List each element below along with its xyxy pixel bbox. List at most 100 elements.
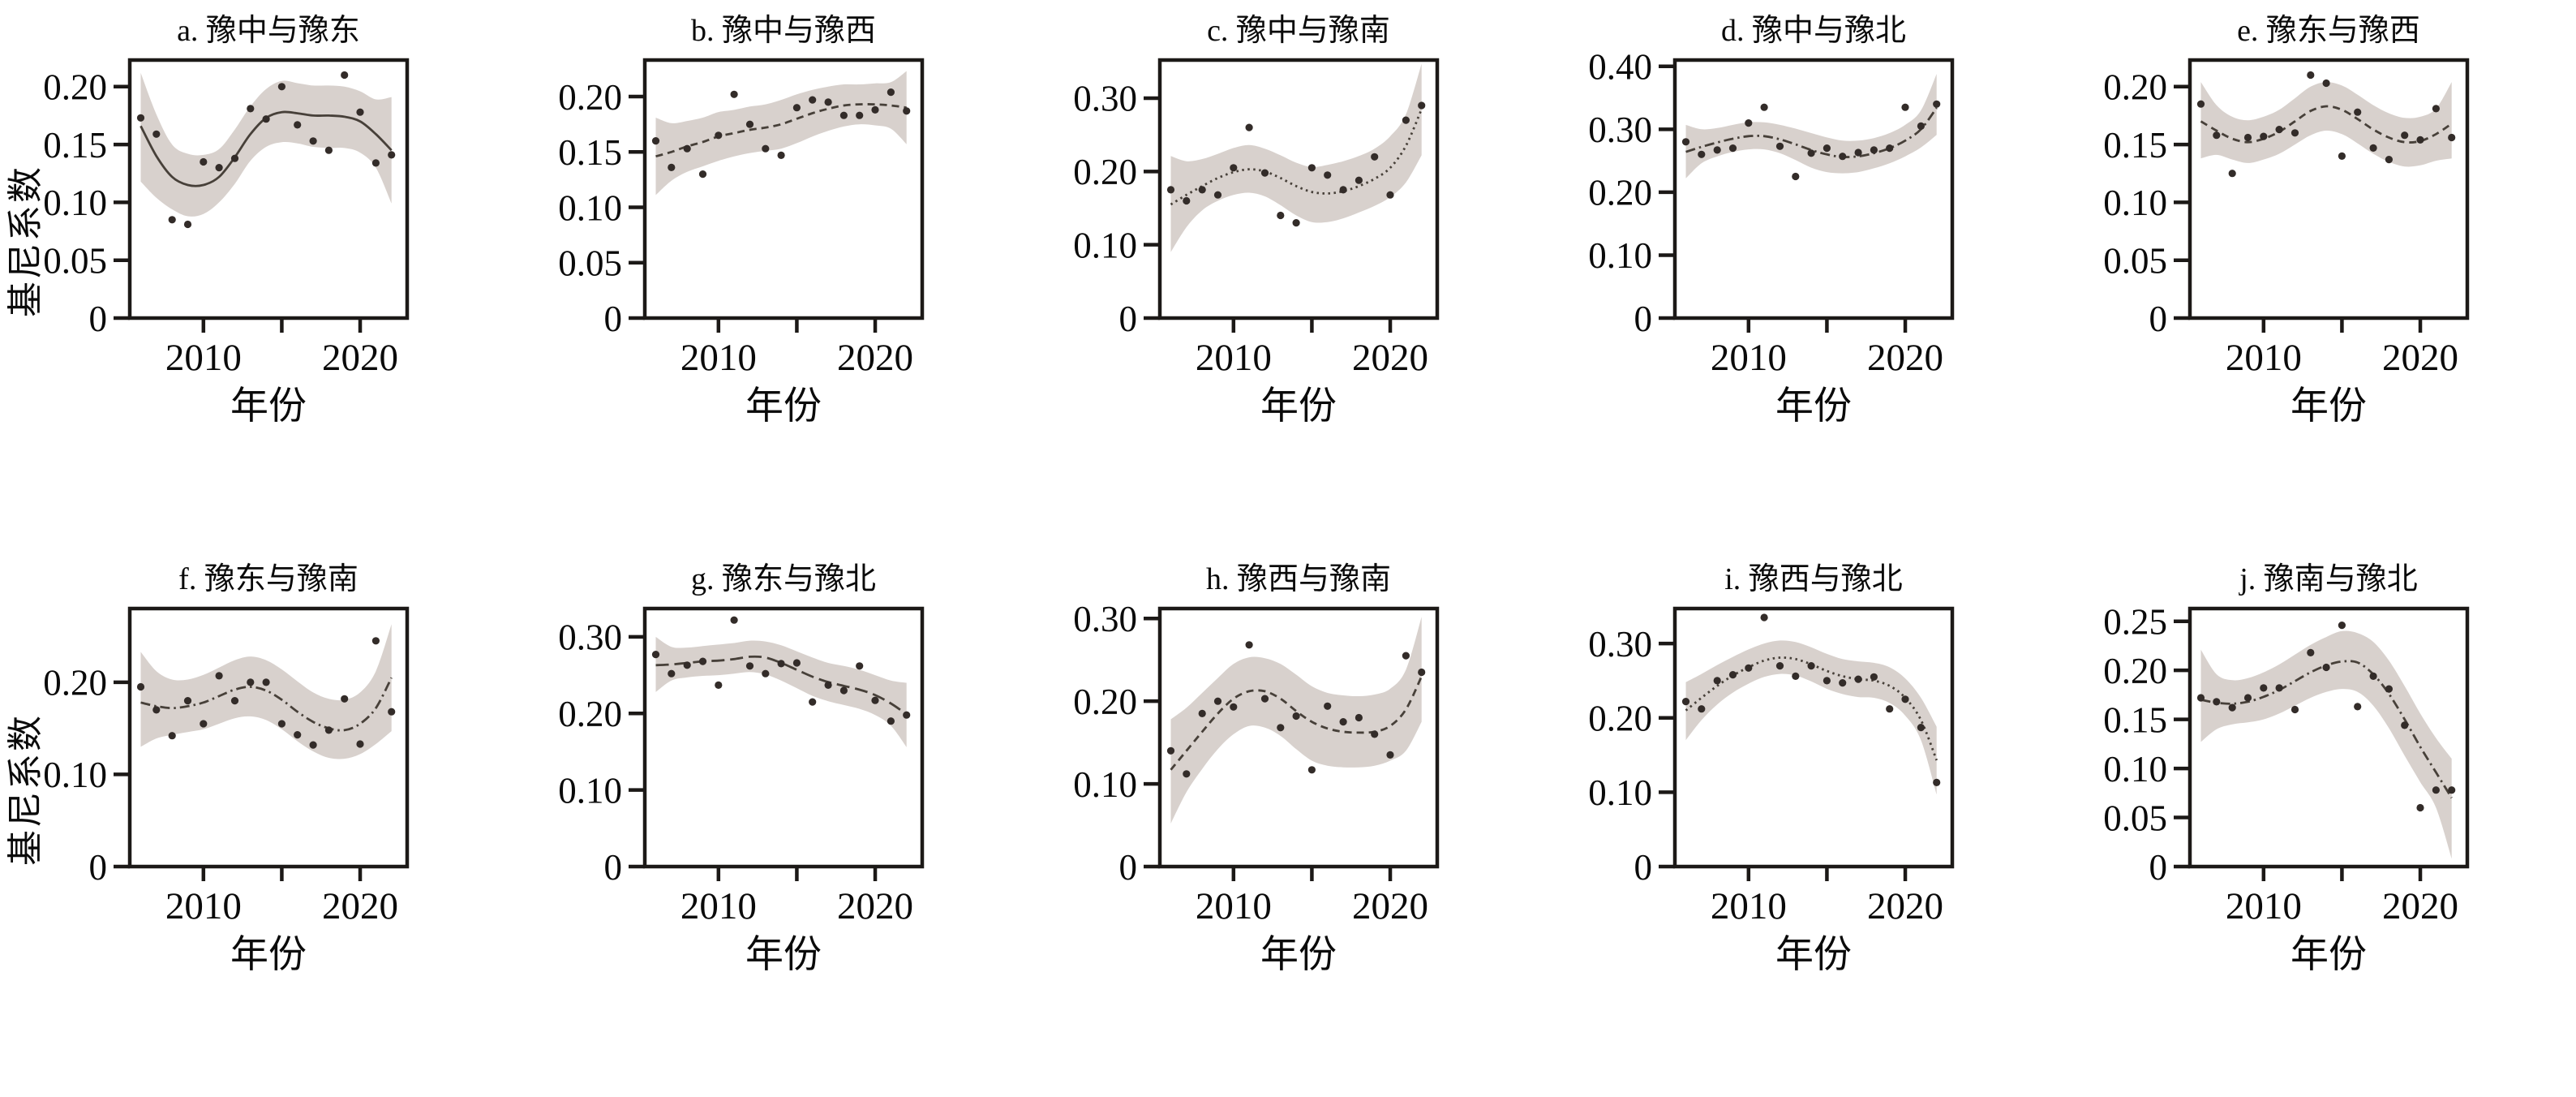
data-point (230, 697, 239, 705)
data-points (136, 637, 396, 749)
plot-area: 0 0.05 0.10 0.15 0.20 2010 2020 (515, 50, 1030, 381)
data-point (2243, 133, 2252, 142)
x-tick-label: 2010 (1196, 337, 1272, 379)
data-point (356, 108, 364, 116)
y-tick-label: 0.25 (2103, 601, 2167, 642)
data-point (324, 146, 333, 154)
y-tick-label: 0.15 (558, 132, 622, 173)
data-point (651, 137, 660, 145)
chart-canvas: 0 0.10 0.20 0.30 2010 2020 (1073, 599, 1440, 927)
data-point (2196, 694, 2205, 702)
data-point (762, 669, 770, 678)
y-tick-label: 0.15 (2103, 699, 2167, 740)
chart-title: h. 豫西与豫南 (1205, 562, 1391, 596)
plot-box (642, 58, 925, 320)
data-point (1166, 746, 1175, 755)
data-point (183, 697, 192, 705)
subplot-g: g. 豫东与豫北 0 0.10 0.20 0.30 2010 2020 年份 (515, 548, 1030, 1097)
data-point (668, 163, 676, 171)
y-tick-label: 0.30 (558, 617, 622, 658)
data-point (1386, 191, 1394, 199)
data-point (1745, 119, 1753, 127)
data-point (871, 105, 879, 114)
data-point (1260, 169, 1269, 177)
subplot-i: i. 豫西与豫北 0 0.10 0.20 0.30 2010 2020 年份 (1545, 548, 2060, 1097)
data-points (1166, 101, 1426, 227)
chart-canvas: 0 0.05 0.10 0.15 0.20 2010 2020 (43, 58, 410, 379)
x-tick-label: 2010 (680, 885, 757, 927)
data-point (215, 672, 223, 680)
data-point (1183, 770, 1191, 778)
data-point (1745, 664, 1753, 672)
confidence-band (1170, 617, 1422, 824)
y-tick-label: 0.20 (1588, 173, 1652, 213)
data-point (1917, 122, 1925, 130)
chart-canvas: 0 0.10 0.20 2010 2020 (43, 606, 410, 927)
data-point (1371, 153, 1379, 161)
x-tick-label: 2020 (837, 337, 913, 379)
data-point (698, 657, 707, 665)
data-point (2275, 126, 2283, 134)
plot-area: 0 0.10 0.20 0.30 0.40 2010 2020 (1545, 47, 2060, 381)
chart-canvas: 0 0.10 0.20 0.30 0.40 2010 2020 (1588, 47, 1955, 379)
data-point (277, 83, 286, 91)
plot-box (1157, 606, 1440, 869)
plot-area: 基尼系数 0 0.05 0.10 0.15 0.20 2010 2020 (0, 50, 515, 381)
y-tick-label: 0.10 (2103, 183, 2167, 223)
trend-line (2200, 105, 2453, 144)
data-point (2275, 684, 2283, 692)
data-point (200, 720, 208, 728)
data-point (1698, 705, 1706, 713)
data-point (1371, 730, 1379, 738)
data-point (745, 662, 754, 670)
data-point (230, 154, 239, 162)
data-point (1823, 677, 1831, 685)
plot-area: 0 0.10 0.20 0.30 2010 2020 (1030, 50, 1545, 381)
data-point (1933, 778, 1941, 786)
data-point (1901, 695, 1909, 703)
data-point (792, 104, 801, 112)
y-tick-label: 0.30 (1073, 599, 1137, 639)
data-point (2369, 672, 2377, 680)
data-point (2448, 786, 2456, 794)
data-point (356, 740, 364, 748)
x-tick-label: 2020 (1867, 337, 1943, 379)
subplot-j: j. 豫南与豫北 0 0.05 0.10 0.15 0.20 0.25 2010 2020 年… (2060, 548, 2575, 1097)
y-tick-label: 0.05 (2103, 798, 2167, 838)
x-axis-label: 年份 (1260, 934, 1337, 976)
chart-title: b. 豫中与豫西 (690, 14, 876, 48)
data-point (824, 98, 832, 106)
data-point (715, 681, 723, 689)
data-point (1355, 176, 1363, 184)
y-tick-label: 0.30 (1073, 79, 1137, 119)
data-point (1681, 138, 1690, 146)
confidence-band (655, 636, 907, 747)
trend-line (655, 655, 908, 716)
data-point (168, 216, 176, 224)
x-tick-label: 2020 (2382, 337, 2458, 379)
data-point (294, 731, 302, 739)
y-tick-label: 0.20 (1073, 682, 1137, 722)
data-point (371, 159, 380, 167)
data-point (152, 130, 161, 138)
data-point (341, 695, 349, 703)
x-tick-label: 2010 (1711, 337, 1787, 379)
y-tick-label: 0 (89, 299, 108, 339)
data-point (2228, 170, 2236, 178)
data-point (1292, 219, 1300, 227)
x-tick-label: 2020 (1352, 337, 1428, 379)
y-tick-label: 0.20 (2103, 651, 2167, 691)
data-point (309, 741, 317, 749)
data-point (1418, 668, 1426, 677)
y-tick-label: 0.20 (558, 694, 622, 734)
data-point (1277, 211, 1285, 220)
trend-line (1685, 107, 1938, 158)
data-point (730, 616, 738, 624)
data-point (715, 131, 723, 140)
plot-area: 基尼系数 0 0.10 0.20 2010 2020 (0, 599, 515, 930)
data-point (2260, 684, 2268, 692)
data-point (839, 686, 848, 695)
confidence-band (655, 71, 907, 196)
x-tick-label: 2010 (1196, 885, 1272, 927)
data-point (168, 732, 176, 740)
